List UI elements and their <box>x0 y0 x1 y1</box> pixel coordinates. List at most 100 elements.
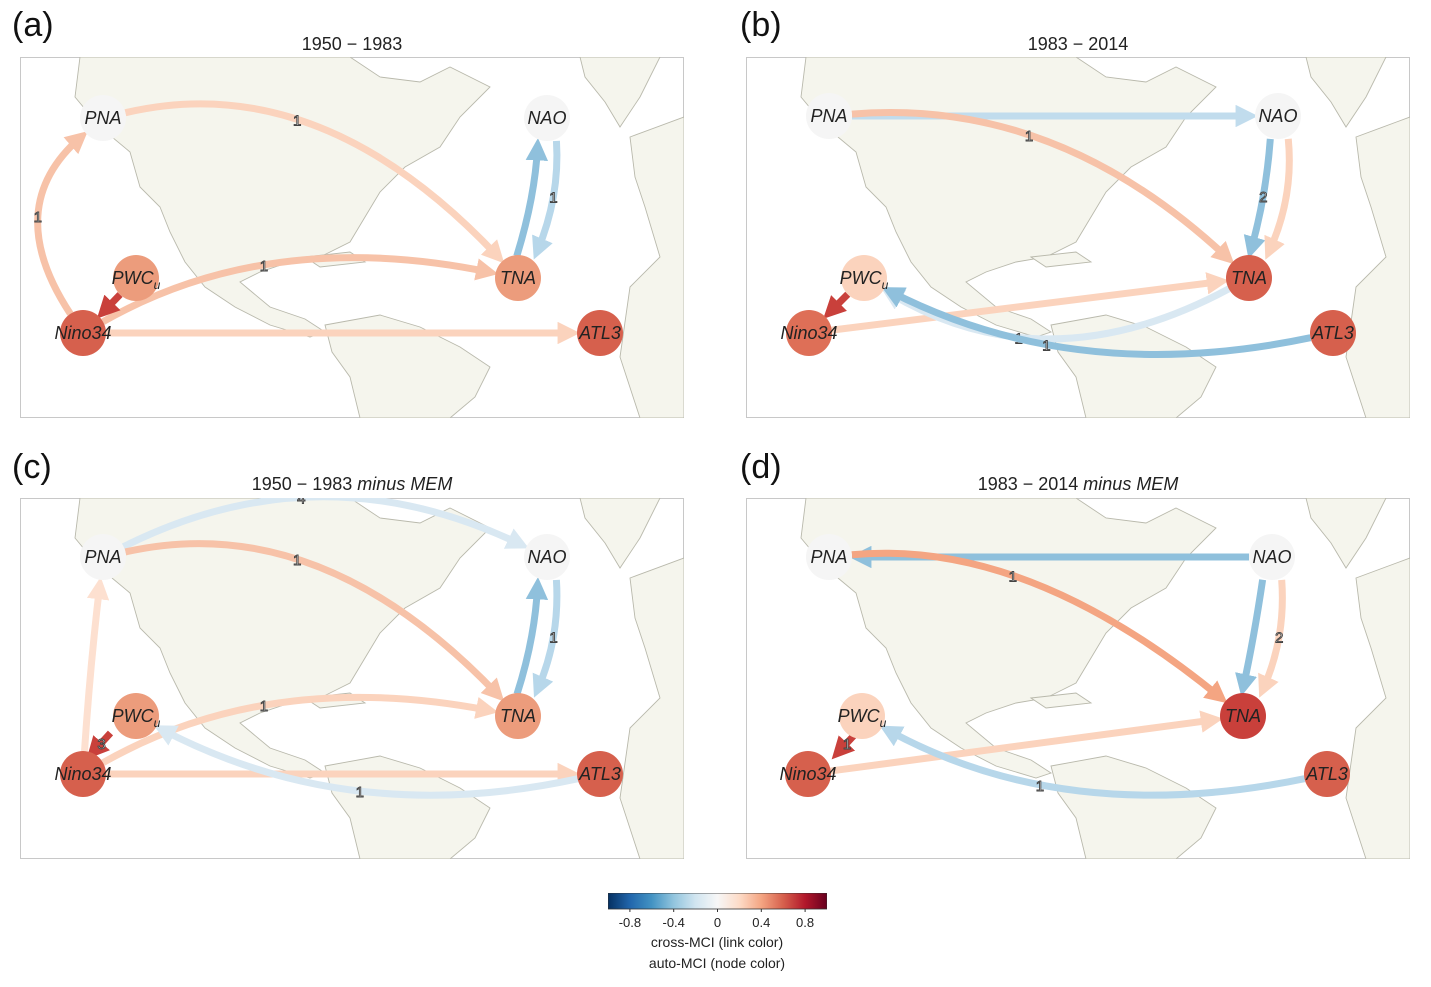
node-circle <box>806 93 852 139</box>
node-label: PNA <box>84 108 121 128</box>
node-label: ATL3 <box>578 323 621 343</box>
link-lag-label: 4 <box>297 498 305 507</box>
panel-letter: (c) <box>12 448 52 486</box>
panel-letter: (d) <box>740 448 782 486</box>
node-circle <box>786 310 832 356</box>
node-pna: PNA <box>80 95 126 141</box>
link-lag-label: 1 <box>1042 338 1050 355</box>
link-arrow <box>881 285 1231 343</box>
node-circle <box>1249 534 1295 580</box>
link-arrow <box>124 100 505 264</box>
link-lag-label: 1 <box>260 258 268 275</box>
node-label: Nino34 <box>54 764 111 784</box>
node-label: PWCu <box>112 268 161 292</box>
node-label: ATL3 <box>1305 764 1348 784</box>
node-label: NAO <box>1252 547 1291 567</box>
node-label: NAO <box>527 108 566 128</box>
panel-title-period: 1983 − 2014 <box>1027 34 1129 54</box>
link-lag-label: 1 <box>293 552 301 569</box>
panel-title: 1983 − 2014 <box>746 34 1410 55</box>
colorbar-tick-label: 0.8 <box>796 915 814 930</box>
node-pna: PNA <box>80 534 126 580</box>
node-label: TNA <box>1225 706 1261 726</box>
node-circle <box>80 95 126 141</box>
link-lag-label: 1 <box>549 190 557 207</box>
node-circle <box>1255 93 1301 139</box>
node-label: PWCu <box>838 706 887 730</box>
panel-title: 1950 − 1983 <box>20 34 684 55</box>
link-arrow <box>532 140 561 260</box>
node-tna: TNA <box>1220 693 1266 739</box>
node-nao: NAO <box>524 534 570 580</box>
link-arrow <box>831 272 1230 334</box>
node-label: Nino34 <box>779 764 836 784</box>
node-pwcu: PWCu <box>112 255 161 301</box>
node-circle <box>524 534 570 580</box>
link-arrow <box>879 725 1306 799</box>
land-outline <box>74 57 684 418</box>
node-pwcu: PWCu <box>838 693 887 739</box>
node-label: ATL3 <box>1311 323 1354 343</box>
node-nao: NAO <box>1249 534 1295 580</box>
node-pwcu: PWCu <box>840 255 889 301</box>
panel-letter: (b) <box>740 6 782 44</box>
colorbar-label-node: auto-MCI (node color) <box>648 955 786 971</box>
land-outline <box>800 498 1410 859</box>
node-circle <box>495 255 541 301</box>
panel-letter: (a) <box>12 6 54 44</box>
node-label: Nino34 <box>54 323 111 343</box>
link-arrow <box>513 138 549 258</box>
link-lag-label: 1 <box>843 736 851 753</box>
node-tna: TNA <box>1226 255 1272 301</box>
link-arrow <box>101 254 499 325</box>
node-atl3: ATL3 <box>1310 310 1356 356</box>
node-label: NAO <box>527 547 566 567</box>
link-lag-label: 1 <box>1036 778 1044 795</box>
colorbar-tick-label: 0 <box>714 915 721 930</box>
panel-title: 1950 − 1983 minus MEM <box>20 474 684 495</box>
link-arrow <box>851 549 1228 704</box>
node-nao: NAO <box>524 95 570 141</box>
panel-title-suffix: minus MEM <box>352 474 453 494</box>
link-lag-label: 2 <box>1259 189 1267 206</box>
node-circle <box>80 534 126 580</box>
node-label: TNA <box>500 268 536 288</box>
node-circle <box>1304 751 1350 797</box>
link-arrow <box>34 131 88 316</box>
link-arrow <box>121 498 529 550</box>
panel-title-suffix: minus MEM <box>1078 474 1179 494</box>
node-circle <box>839 693 885 739</box>
link-lag-label: 1 <box>260 698 268 715</box>
node-label: TNA <box>1231 268 1267 288</box>
link-arrow <box>532 579 561 698</box>
node-circle <box>60 751 106 797</box>
node-nino34: Nino34 <box>54 310 112 356</box>
node-label: PWCu <box>840 268 889 292</box>
node-circle <box>495 693 541 739</box>
colorbar-svg: -0.8 -0.4 0 0.4 0.8 <box>607 892 828 930</box>
link-lag-label: 1 <box>356 784 364 801</box>
node-circle <box>785 751 831 797</box>
link-lag-label: 1 <box>1009 568 1017 585</box>
node-label: TNA <box>500 706 536 726</box>
link-arrow <box>86 730 114 760</box>
node-nino34: Nino34 <box>780 310 838 356</box>
node-label: PWCu <box>112 706 161 730</box>
node-label: PNA <box>810 547 847 567</box>
node-pna: PNA <box>806 534 852 580</box>
node-tna: TNA <box>495 693 541 739</box>
map-panel: 4 1 1 3 1 1 PNA NAO PWCu TNA Nino34 ATL3 <box>20 498 684 859</box>
node-pwcu: PWCu <box>112 693 161 739</box>
colorbar-tick-label: -0.8 <box>619 915 641 930</box>
colorbar: -0.8 -0.4 0 0.4 0.8 <box>607 892 828 938</box>
node-circle <box>841 255 887 301</box>
node-circle <box>577 751 623 797</box>
node-circle <box>113 255 159 301</box>
node-nino34: Nino34 <box>54 751 112 797</box>
link-arrow <box>1235 579 1267 697</box>
link-lag-label: 3 <box>97 736 105 753</box>
panel-title-period: 1950 − 1983 <box>301 34 403 54</box>
node-circle <box>1220 693 1266 739</box>
node-tna: TNA <box>495 255 541 301</box>
